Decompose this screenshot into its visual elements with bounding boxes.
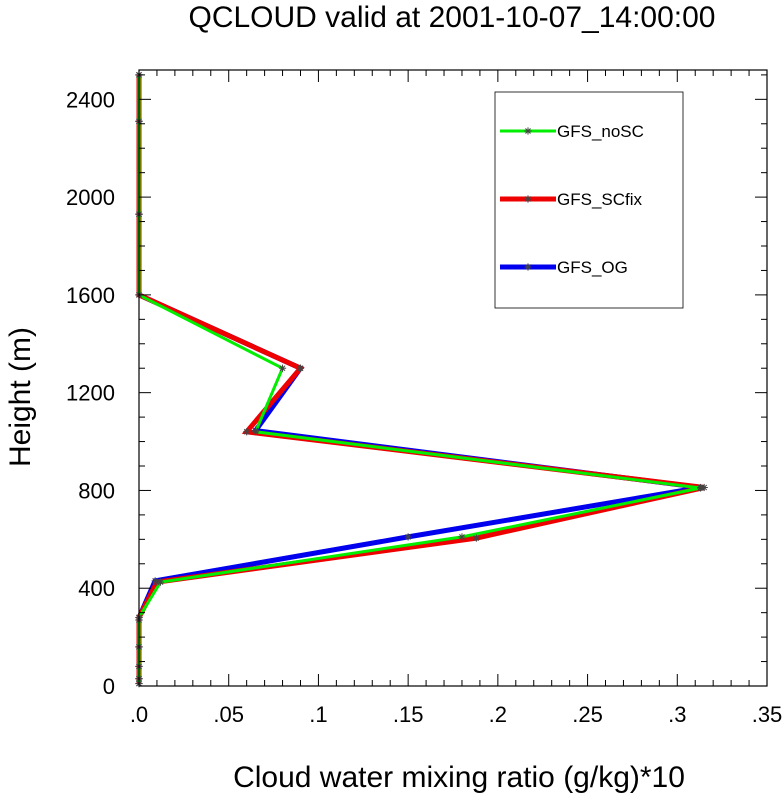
legend-marker bbox=[524, 127, 532, 135]
y-tick-label: 800 bbox=[78, 478, 115, 503]
x-tick-label: .2 bbox=[489, 702, 507, 727]
legend-marker bbox=[524, 263, 532, 271]
data-point bbox=[252, 428, 260, 436]
x-tick-label: .05 bbox=[213, 702, 244, 727]
data-point bbox=[156, 578, 165, 586]
y-tick-label: 1600 bbox=[66, 283, 115, 308]
x-tick-label: .3 bbox=[668, 702, 686, 727]
y-tick-label: 0 bbox=[103, 674, 115, 699]
data-point bbox=[697, 484, 705, 492]
y-tick-label: 2400 bbox=[66, 87, 115, 112]
legend-label: GFS_OG bbox=[557, 258, 628, 277]
x-tick-label: .0 bbox=[130, 702, 148, 727]
x-tick-label: .1 bbox=[309, 702, 327, 727]
legend-label: GFS_noSC bbox=[557, 122, 644, 141]
x-tick-label: .25 bbox=[572, 702, 603, 727]
y-tick-label: 400 bbox=[78, 576, 115, 601]
data-point bbox=[472, 534, 480, 542]
axes: .0 .05 .1 .15 .2 .25 .3 .35 0 400 800 1200 1600 2000 2… bbox=[66, 69, 783, 727]
data-point bbox=[404, 533, 412, 541]
y-axis-title: Height (m) bbox=[4, 327, 37, 467]
legend-label: GFS_SCfix bbox=[557, 190, 643, 209]
data-point bbox=[243, 428, 251, 436]
data-point bbox=[296, 364, 305, 372]
x-tick-label: .15 bbox=[393, 702, 424, 727]
legend: GFS_noSC GFS_SCfix GFS_OG bbox=[494, 91, 684, 309]
x-tick-label: .35 bbox=[752, 702, 783, 727]
chart-title: QCLOUD valid at 2001-10-07_14:00:00 bbox=[189, 1, 716, 34]
y-tick-label: 2000 bbox=[66, 185, 115, 210]
plot-frame bbox=[138, 69, 768, 687]
y-tick-label: 1200 bbox=[66, 381, 115, 406]
data-point bbox=[458, 533, 466, 541]
legend-marker bbox=[524, 195, 532, 203]
data-point bbox=[278, 364, 287, 372]
x-axis-title: Cloud water mixing ratio (g/kg)*10 bbox=[233, 761, 685, 794]
